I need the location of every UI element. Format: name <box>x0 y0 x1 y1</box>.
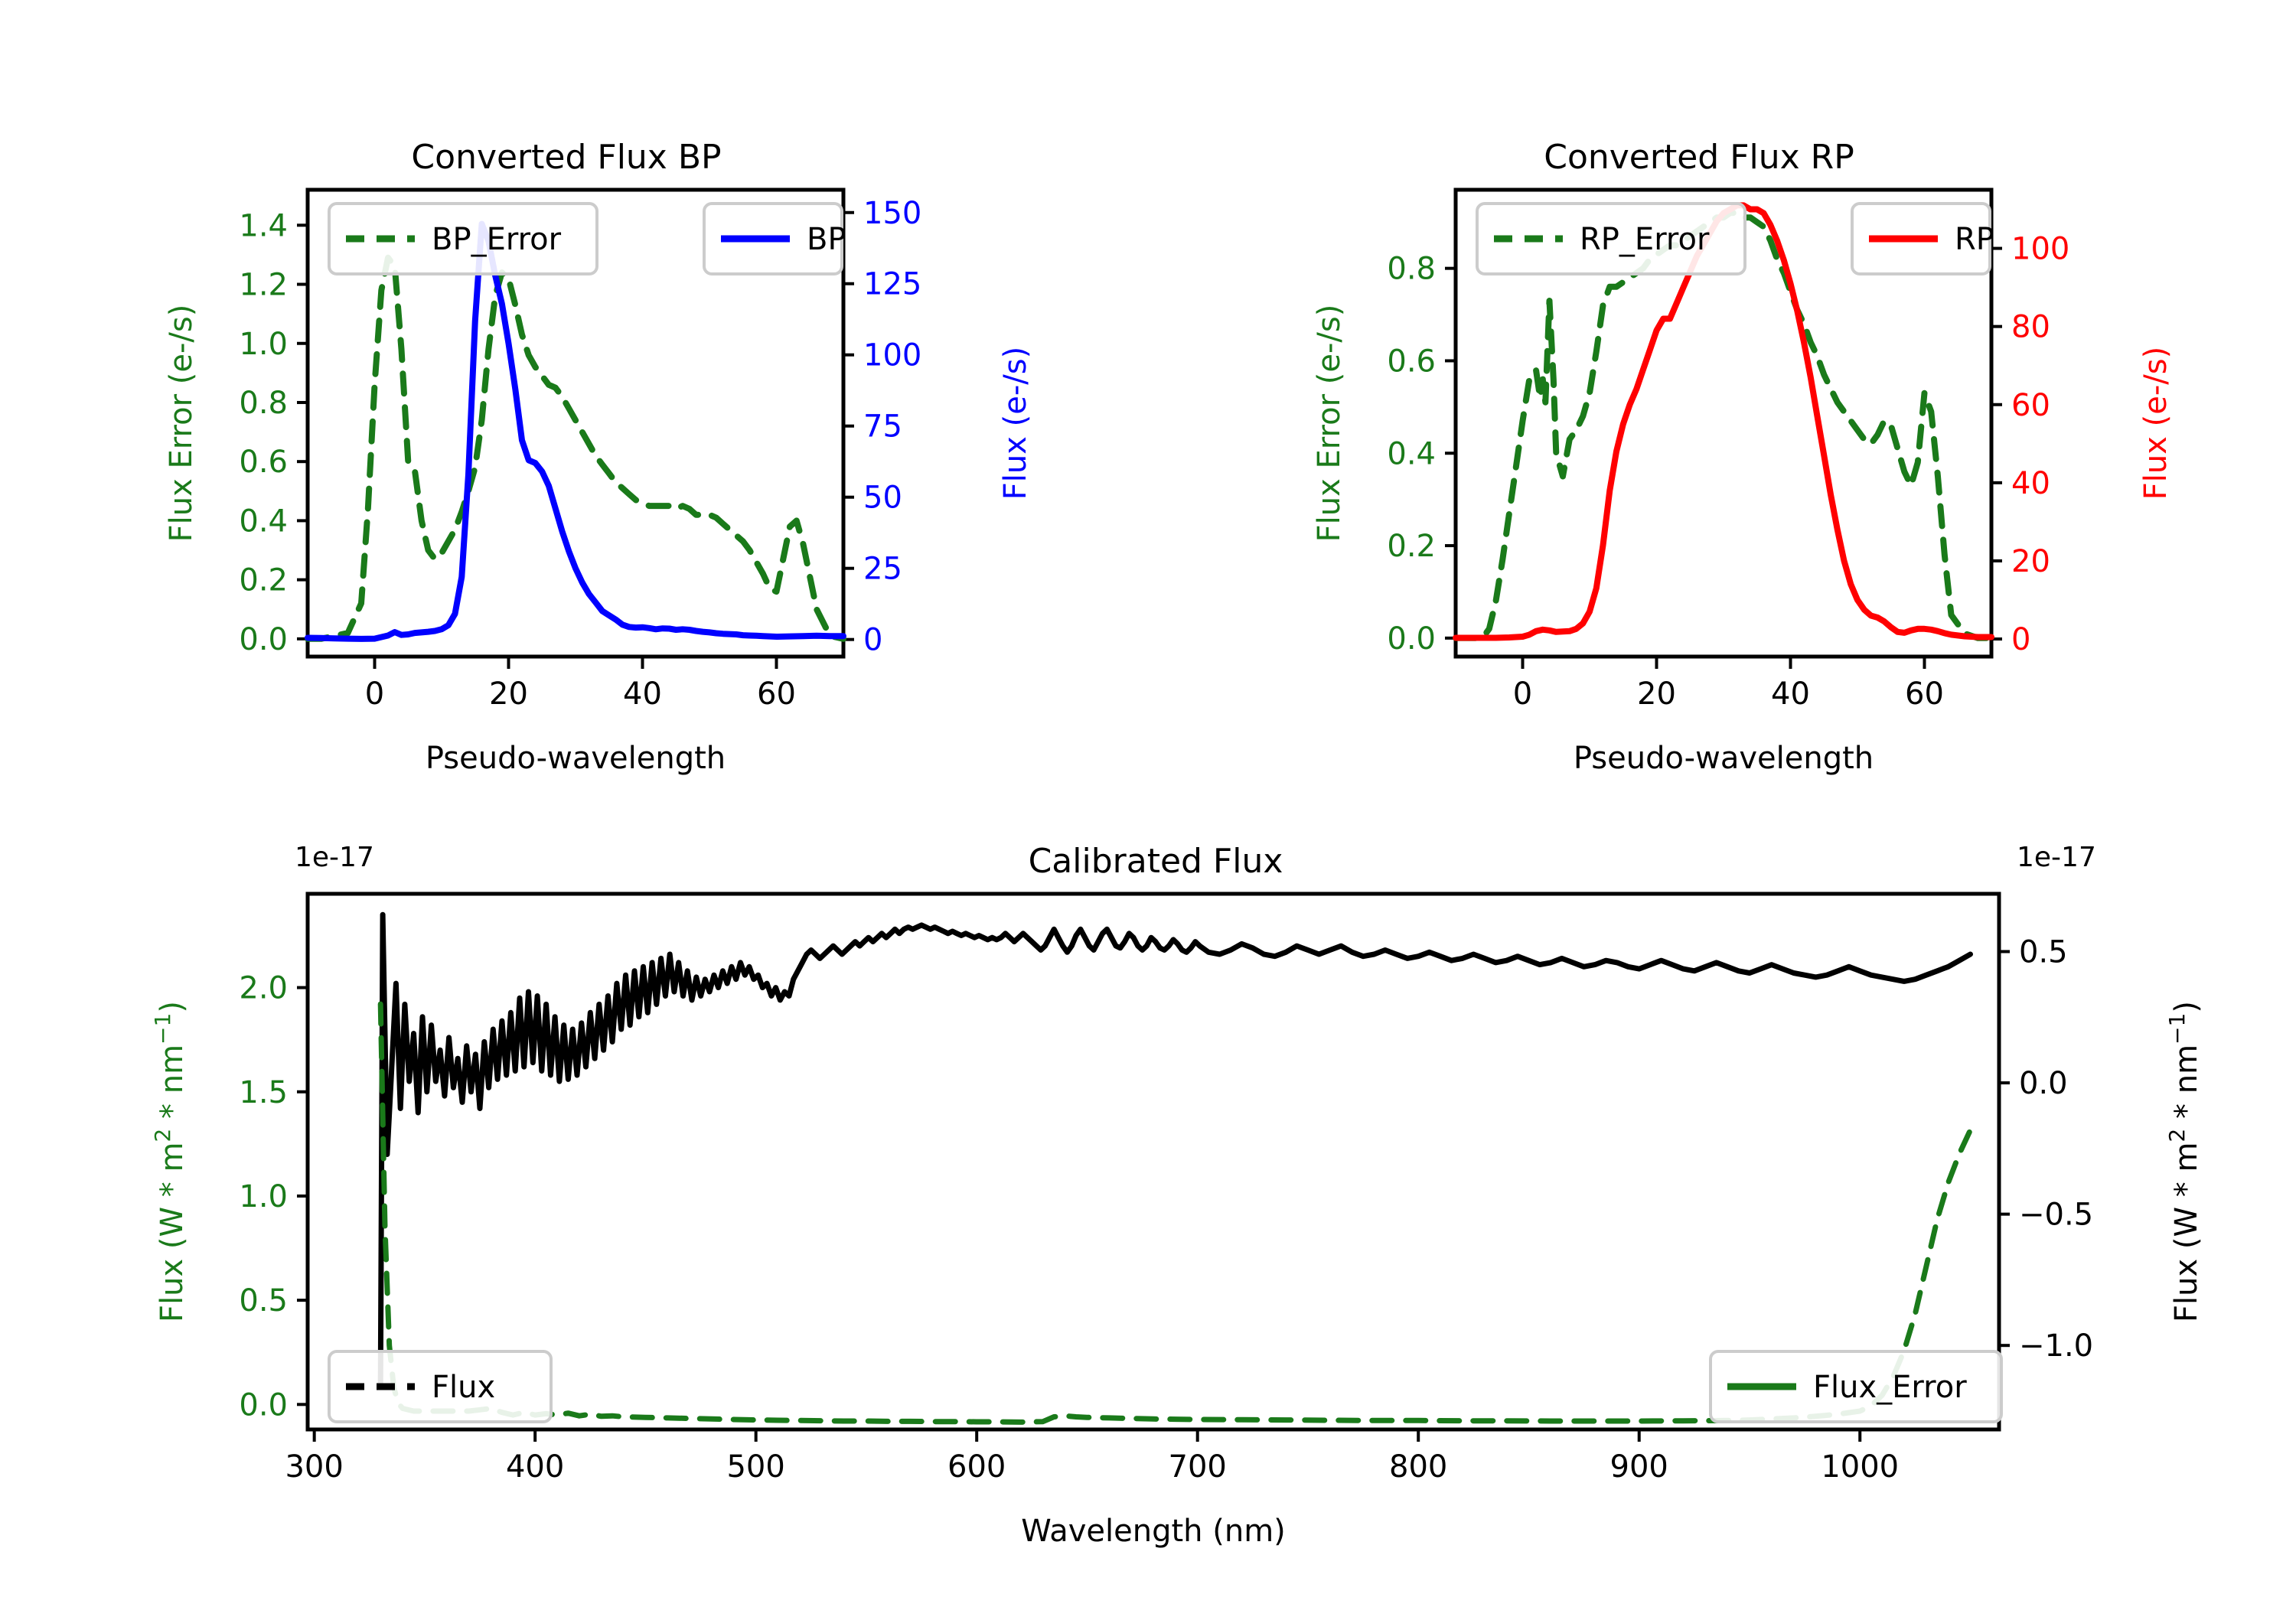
y-tick-label-right: 40 <box>2011 466 2050 501</box>
series-bp_error <box>305 254 846 642</box>
x-tick-label: 60 <box>757 676 796 712</box>
y-axis-label-left: Flux Error (e-/s) <box>164 305 199 543</box>
y-tick-label-right: 60 <box>2011 388 2050 423</box>
x-tick-label: 20 <box>1637 676 1676 712</box>
y-tick-label-left: 0.0 <box>239 622 288 657</box>
x-tick-label: 600 <box>947 1449 1006 1485</box>
panel-calibrated-flux: Calibrated Flux 1e-17 1e-17 0.0 0.5 1.0 1.5… <box>138 834 2296 1607</box>
legend-flux_error[interactable]: Flux_Error <box>1709 1350 2003 1423</box>
y-tick-label-left: 0.4 <box>239 504 288 539</box>
cal-offset-left: 1e-17 <box>295 842 374 873</box>
panel-converted-flux-rp: Converted Flux RP 0.0 0.2 0.4 0.6 0.8 0 20 40 60… <box>1286 130 2296 834</box>
legend-label: Flux_Error <box>1813 1370 1967 1405</box>
y-tick-label-right: 75 <box>863 409 902 445</box>
y-tick-label-right: 50 <box>863 481 902 516</box>
x-tick-label: 300 <box>285 1449 343 1485</box>
plot-frame <box>305 187 846 659</box>
series-bp <box>305 220 846 642</box>
panel-converted-flux-bp: Converted Flux BP 0.0 0.2 0.4 0.6 0.8 1.0 1.2 1… <box>138 130 1148 834</box>
y-tick-label-left: 0.6 <box>1387 344 1436 379</box>
y-tick-label-left: 0.0 <box>1387 621 1436 657</box>
y-tick-label-right: 100 <box>863 338 921 373</box>
legend-label: RP <box>1955 222 1994 257</box>
y-tick-label-left: 0.4 <box>1387 436 1436 471</box>
x-tick-label: 60 <box>1905 676 1944 712</box>
legend-label: Flux <box>432 1370 495 1405</box>
y-tick-label-right: 150 <box>863 196 921 231</box>
y-tick-label-left: 1.4 <box>239 208 288 243</box>
y-tick-label-right: 25 <box>863 552 902 587</box>
x-axis-label: Wavelength (nm) <box>1021 1514 1286 1549</box>
legend-label: RP_Error <box>1580 222 1710 257</box>
y-tick-label-left: 0.5 <box>239 1283 288 1319</box>
y-tick-label-left: 0.6 <box>239 445 288 480</box>
x-axis-label: Pseudo-wavelength <box>426 741 726 776</box>
x-tick-label: 500 <box>726 1449 784 1485</box>
y-axis-label-left: Flux (W * m2 * nm−1) <box>150 1001 191 1322</box>
x-tick-label: 0 <box>365 676 384 712</box>
y-axis-label-right: Flux (e-/s) <box>2138 347 2174 500</box>
y-tick-label-left: 1.0 <box>239 1179 288 1214</box>
series-flux <box>377 911 1973 1387</box>
y-tick-label-left: 1.5 <box>239 1075 288 1110</box>
legend-rp[interactable]: RP <box>1851 202 1994 275</box>
y-tick-label-right: 20 <box>2011 544 2050 579</box>
plot-frame <box>1453 187 1994 659</box>
y-tick-label-left: 0.8 <box>239 386 288 421</box>
cal-title: Calibrated Flux <box>1029 842 1283 881</box>
y-tick-label-right: 0.0 <box>2019 1066 2068 1101</box>
x-tick-label: 900 <box>1610 1449 1668 1485</box>
y-tick-label-right: 0 <box>2011 622 2030 657</box>
x-tick-label: 0 <box>1513 676 1532 712</box>
x-tick-label: 40 <box>1771 676 1810 712</box>
y-tick-label-left: 0.2 <box>239 563 288 598</box>
y-tick-label-right: 100 <box>2011 232 2069 267</box>
legend-rp_error[interactable]: RP_Error <box>1476 202 1746 275</box>
legend-label: BP_Error <box>432 222 562 257</box>
y-tick-label-right: −0.5 <box>2019 1198 2093 1233</box>
y-axis-label-right: Flux (e-/s) <box>998 347 1033 500</box>
x-tick-label: 40 <box>623 676 662 712</box>
y-tick-label-left: 1.0 <box>239 327 288 362</box>
x-tick-label: 1000 <box>1821 1449 1899 1485</box>
legend-label: BP <box>807 222 846 257</box>
rp-title: Converted Flux RP <box>1544 138 1854 177</box>
x-tick-label: 700 <box>1169 1449 1227 1485</box>
y-tick-label-left: 0.8 <box>1387 252 1436 287</box>
legend-bp[interactable]: BP <box>703 202 846 275</box>
y-tick-label-right: 0.5 <box>2019 934 2068 970</box>
x-tick-label: 800 <box>1389 1449 1447 1485</box>
legend-flux[interactable]: Flux <box>328 1350 553 1423</box>
cal-offset-right: 1e-17 <box>2017 842 2096 873</box>
y-tick-label-right: −1.0 <box>2019 1328 2093 1364</box>
y-axis-label-right: Flux (W * m2 * nm−1) <box>2164 1001 2205 1322</box>
y-tick-label-left: 1.2 <box>239 268 288 303</box>
bp-title: Converted Flux BP <box>411 138 721 177</box>
y-tick-label-right: 0 <box>863 623 882 658</box>
x-tick-label: 400 <box>506 1449 564 1485</box>
y-tick-label-left: 0.2 <box>1387 529 1436 564</box>
x-tick-label: 20 <box>489 676 528 712</box>
legend-bp_error[interactable]: BP_Error <box>328 202 598 275</box>
y-tick-label-right: 125 <box>863 267 921 302</box>
y-tick-label-right: 80 <box>2011 310 2050 345</box>
y-axis-label-left: Flux Error (e-/s) <box>1312 305 1347 543</box>
y-tick-label-left: 2.0 <box>239 971 288 1006</box>
plot-frame <box>305 892 2001 1432</box>
x-axis-label: Pseudo-wavelength <box>1574 741 1874 776</box>
y-tick-label-left: 0.0 <box>239 1387 288 1423</box>
series-rp_error <box>1453 210 1994 641</box>
